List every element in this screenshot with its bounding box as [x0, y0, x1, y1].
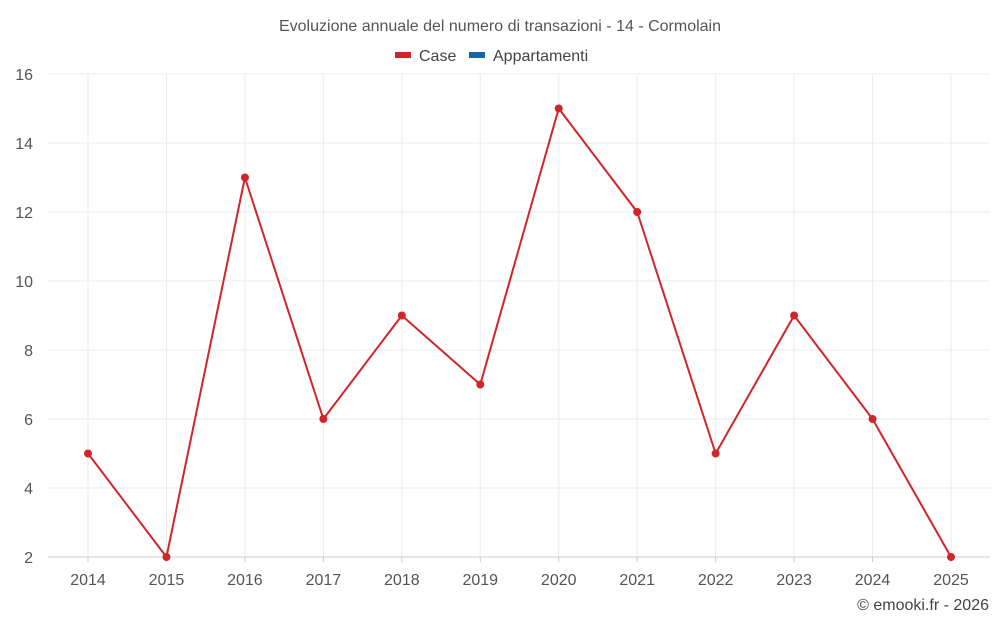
- data-point-case-2024[interactable]: [868, 415, 877, 423]
- y-tick-label: 10: [15, 274, 33, 291]
- data-point-case-2015[interactable]: [162, 553, 171, 561]
- data-point-case-2017[interactable]: [319, 415, 328, 423]
- y-tick-label: 14: [15, 136, 33, 153]
- x-tick-label: 2018: [384, 572, 420, 589]
- data-point-case-2020[interactable]: [554, 104, 563, 113]
- y-tick-label: 2: [24, 550, 33, 567]
- y-axis-ticks: 2 4 6 8 10 12 14 16: [15, 67, 33, 567]
- legend-label-case: Case: [419, 48, 456, 65]
- data-point-case-2019[interactable]: [476, 380, 485, 389]
- data-point-case-2014[interactable]: [84, 449, 92, 458]
- x-axis-ticks: 2014 2015 2016 2017 2018 2019 2020 2021 2022 2023…: [70, 572, 969, 589]
- x-tick-label: 2021: [619, 572, 655, 589]
- credit-text: © emooki.fr - 2026: [857, 597, 989, 614]
- x-tick-label: 2015: [149, 572, 185, 589]
- series-layer: [84, 104, 955, 561]
- legend-swatch-appartamenti: [469, 52, 485, 58]
- legend-swatch-case: [395, 52, 411, 58]
- legend-item-appartamenti[interactable]: Appartamenti: [469, 48, 588, 65]
- chart-title: Evoluzione annuale del numero di transaz…: [279, 18, 721, 35]
- x-tick-label: 2024: [855, 572, 891, 589]
- x-tick-label: 2014: [70, 572, 106, 589]
- x-tick-label: 2017: [306, 572, 342, 589]
- data-point-case-2021[interactable]: [633, 208, 642, 216]
- y-tick-label: 6: [24, 412, 33, 429]
- data-point-case-2022[interactable]: [711, 449, 720, 458]
- y-tick-label: 8: [24, 343, 33, 360]
- y-tick-label: 16: [15, 67, 33, 84]
- legend-label-appartamenti: Appartamenti: [493, 48, 588, 65]
- x-tick-label: 2022: [698, 572, 734, 589]
- x-tick-label: 2016: [227, 572, 263, 589]
- data-point-case-2016[interactable]: [240, 173, 249, 182]
- grid: [48, 73, 990, 557]
- legend-item-case[interactable]: Case: [395, 48, 456, 65]
- x-tick-label: 2025: [933, 572, 969, 589]
- data-point-case-2018[interactable]: [397, 311, 406, 320]
- legend: Case Appartamenti: [395, 48, 588, 65]
- y-tick-label: 12: [15, 205, 33, 222]
- data-point-case-2023[interactable]: [790, 311, 799, 320]
- series-line-case: [87, 107, 952, 558]
- data-point-case-2025[interactable]: [947, 553, 955, 561]
- y-tick-label: 4: [24, 481, 33, 498]
- axes: [48, 556, 990, 562]
- x-tick-label: 2023: [776, 572, 812, 589]
- x-tick-label: 2020: [541, 572, 577, 589]
- x-tick-label: 2019: [462, 572, 498, 589]
